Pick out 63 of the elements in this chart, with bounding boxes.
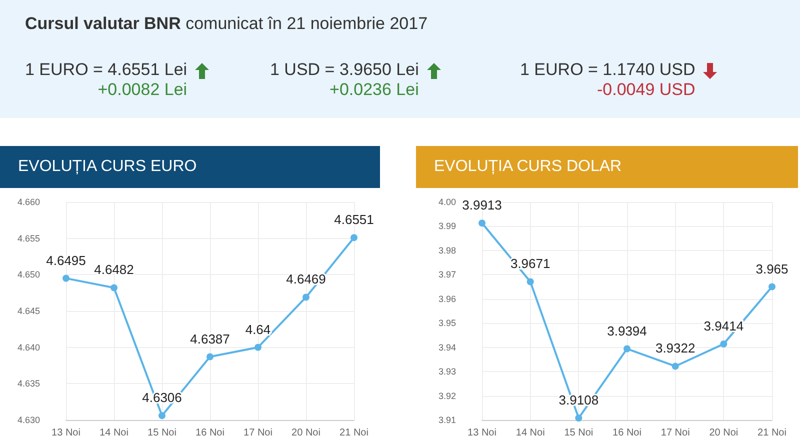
chart-title: EVOLUȚIA CURS DOLAR: [416, 146, 798, 188]
point: [720, 340, 728, 348]
x-tick-label: 13 Noi: [52, 428, 80, 438]
x-tick-label: 20 Noi: [292, 428, 320, 438]
data-label: 3.965: [756, 261, 788, 276]
y-tick-label: 3.98: [438, 245, 456, 256]
y-tick-label: 3.97: [438, 270, 456, 280]
point: [302, 294, 310, 301]
chart-title: EVOLUȚIA CURS EURO: [0, 146, 380, 188]
y-tick-label: 3.96: [438, 294, 456, 304]
x-tick-label: 17 Noi: [244, 428, 272, 438]
x-tick-label: 21 Noi: [758, 428, 786, 438]
point: [350, 234, 358, 242]
y-tick-label: 3.92: [438, 390, 456, 401]
text: Cursul valutar BNR comunicat în 21 noiembrie 2017: [25, 14, 428, 34]
point: [158, 412, 166, 420]
point: [62, 274, 70, 282]
x-tick-label: 14 Noi: [516, 428, 545, 438]
point: [110, 284, 118, 292]
data-label: 3.9913: [462, 198, 502, 213]
point: [768, 283, 776, 290]
y-tick-label: 3.99: [438, 221, 456, 232]
y-tick-label: 4.00: [438, 197, 456, 207]
data-label: 4.6495: [46, 252, 86, 268]
x-tick-label: 13 Noi: [468, 428, 496, 438]
text: +0.0236 Lei: [328, 80, 419, 100]
x-tick-label: 16 Noi: [612, 428, 642, 438]
y-tick-label: 4.655: [17, 233, 40, 244]
text: 1 EURO = 1.1740 USD: [520, 60, 696, 79]
data-label: 4.64: [245, 322, 271, 337]
x-tick-label: 17 Noi: [660, 428, 690, 438]
y-tick-label: 3.91: [438, 415, 456, 425]
point: [478, 220, 486, 227]
text: 1 USD = 3.9650 Lei: [270, 60, 419, 79]
x-tick-label: 20 Noi: [709, 428, 738, 438]
text: +0.0082 Lei: [96, 80, 188, 100]
y-tick-label: 4.635: [17, 378, 40, 389]
y-tick-label: 4.660: [17, 197, 40, 207]
x-tick-label: 15 Noi: [148, 428, 176, 438]
y-tick-label: 3.95: [438, 318, 456, 328]
data-label: 4.6551: [334, 212, 374, 228]
text: 1 EURO = 4.6551 Lei: [25, 60, 188, 79]
point: [624, 345, 630, 352]
x-tick-label: 15 Noi: [564, 428, 594, 438]
text: -0.0049 USD: [596, 80, 696, 100]
point: [672, 362, 679, 370]
y-tick-label: 4.645: [17, 306, 40, 316]
y-tick-label: 3.93: [438, 366, 456, 377]
y-tick-label: 4.650: [17, 270, 40, 280]
y-tick-label: 4.640: [17, 342, 40, 352]
y-tick-label: 4.630: [17, 415, 40, 425]
data-label: 4.6387: [190, 331, 230, 346]
x-tick-label: 21 Noi: [340, 428, 368, 438]
x-tick-label: 14 Noi: [100, 428, 128, 438]
point: [575, 414, 582, 422]
y-tick-label: 3.94: [438, 342, 456, 352]
point: [206, 353, 214, 360]
point: [526, 278, 534, 286]
data-label: 3.9322: [655, 340, 696, 356]
data-label: 3.9394: [607, 323, 647, 338]
data-label: 4.6482: [94, 262, 134, 278]
x-tick-label: 16 Noi: [196, 428, 224, 438]
point: [254, 344, 262, 351]
